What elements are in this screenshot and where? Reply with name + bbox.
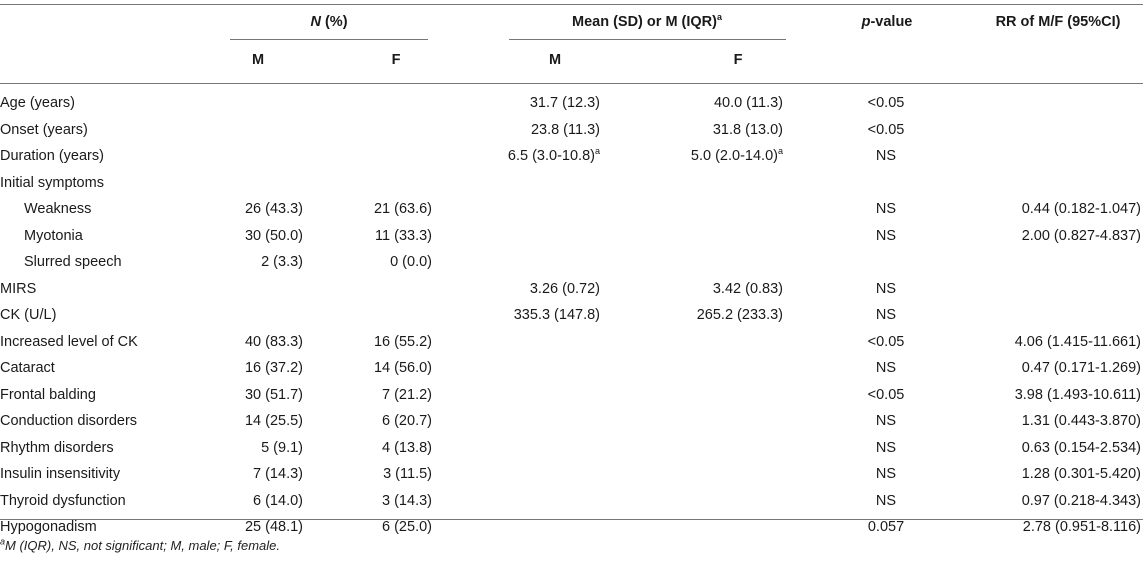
header-n-f: F xyxy=(391,52,401,68)
row-label: Age (years) xyxy=(0,95,75,111)
row-label: MIRS xyxy=(0,281,37,297)
p-value-cell: NS xyxy=(875,360,897,376)
row-label: Initial symptoms xyxy=(0,175,104,191)
mean-male-cell: 335.3 (147.8) xyxy=(513,307,600,323)
p-value-cell: NS xyxy=(875,493,897,509)
mean-male-cell: 6.5 (3.0-10.8)a xyxy=(507,146,600,164)
row-label: Increased level of CK xyxy=(0,334,138,350)
p-value-cell: NS xyxy=(875,228,897,244)
n-female-cell: 21 (63.6) xyxy=(373,201,432,217)
top-rule xyxy=(0,4,1143,5)
n-male-cell: 5 (9.1) xyxy=(261,440,303,456)
n-female-cell: 4 (13.8) xyxy=(382,440,432,456)
p-value-cell: <0.05 xyxy=(867,95,905,111)
n-male-cell: 7 (14.3) xyxy=(253,466,303,482)
mean-female-cell: 5.0 (2.0-14.0)a xyxy=(690,146,783,164)
rr-cell: 0.63 (0.154-2.534) xyxy=(1021,440,1141,456)
n-female-cell: 0 (0.0) xyxy=(390,254,432,270)
header-mean-sd: Mean (SD) or M (IQR)a xyxy=(571,12,723,30)
row-label: Conduction disorders xyxy=(0,413,138,429)
p-value-cell: NS xyxy=(875,413,897,429)
rr-cell: 2.78 (0.951-8.116) xyxy=(1022,519,1141,535)
n-female-cell: 7 (21.2) xyxy=(382,387,432,403)
n-male-cell: 6 (14.0) xyxy=(253,493,303,509)
header-mean-m: M xyxy=(548,52,562,68)
p-value-cell: <0.05 xyxy=(867,122,905,138)
row-label: Frontal balding xyxy=(0,387,96,403)
n-male-cell: 30 (51.7) xyxy=(244,387,303,403)
n-female-cell: 3 (14.3) xyxy=(382,493,432,509)
mean-male-cell: 31.7 (12.3) xyxy=(529,95,600,111)
header-bottom-rule xyxy=(0,83,1143,84)
row-label: CK (U/L) xyxy=(0,307,57,323)
p-value-cell: NS xyxy=(875,466,897,482)
mean-female-cell: 31.8 (13.0) xyxy=(712,122,783,138)
row-label: Thyroid dysfunction xyxy=(0,493,126,509)
mean-male-cell: 23.8 (11.3) xyxy=(530,122,600,138)
p-value-cell: <0.05 xyxy=(867,334,905,350)
p-value-cell: NS xyxy=(875,440,897,456)
row-label: Myotonia xyxy=(24,228,83,244)
header-n-percent: N (%) xyxy=(310,14,348,30)
header-n-m: M xyxy=(251,52,265,68)
header-rr: RR of M/F (95%CI) xyxy=(995,14,1121,30)
rr-cell: 0.47 (0.171-1.269) xyxy=(1021,360,1141,376)
n-female-cell: 3 (11.5) xyxy=(383,466,432,482)
n-male-cell: 25 (48.1) xyxy=(244,519,303,535)
p-value-cell: NS xyxy=(875,281,897,297)
rr-cell: 4.06 (1.415-11.661) xyxy=(1014,334,1141,350)
rr-cell: 1.31 (0.443-3.870) xyxy=(1021,413,1141,429)
row-label: Slurred speech xyxy=(24,254,122,270)
mean-female-cell: 40.0 (11.3) xyxy=(713,95,783,111)
rr-cell: 0.44 (0.182-1.047) xyxy=(1021,201,1141,217)
row-label: Insulin insensitivity xyxy=(0,466,121,482)
p-value-cell: 0.057 xyxy=(867,519,905,535)
mean-female-cell: 3.42 (0.83) xyxy=(712,281,783,297)
rr-cell: 2.00 (0.827-4.837) xyxy=(1021,228,1141,244)
row-label: Onset (years) xyxy=(0,122,88,138)
n-male-cell: 30 (50.0) xyxy=(244,228,303,244)
p-value-cell: NS xyxy=(875,148,897,164)
rr-cell: 0.97 (0.218-4.343) xyxy=(1021,493,1141,509)
mean-female-cell: 265.2 (233.3) xyxy=(696,307,783,323)
header-mean-f: F xyxy=(733,52,743,68)
row-label: Hypogonadism xyxy=(0,519,97,535)
n-male-cell: 14 (25.5) xyxy=(244,413,303,429)
n-female-cell: 11 (33.3) xyxy=(375,228,432,244)
n-male-cell: 26 (43.3) xyxy=(244,201,303,217)
mean-male-cell: 3.26 (0.72) xyxy=(529,281,600,297)
rr-cell: 1.28 (0.301-5.420) xyxy=(1021,466,1141,482)
footnote: aM (IQR), NS, not significant; M, male; … xyxy=(0,536,281,553)
mean-group-underline xyxy=(509,39,786,40)
p-value-cell: NS xyxy=(875,201,897,217)
n-group-underline xyxy=(230,39,428,40)
row-label: Weakness xyxy=(24,201,92,217)
header-p-value: p-value xyxy=(861,14,913,30)
n-female-cell: 6 (25.0) xyxy=(382,519,432,535)
n-male-cell: 16 (37.2) xyxy=(244,360,303,376)
row-label: Rhythm disorders xyxy=(0,440,114,456)
p-value-cell: NS xyxy=(875,307,897,323)
row-label: Cataract xyxy=(0,360,55,376)
row-label: Duration (years) xyxy=(0,148,104,164)
n-female-cell: 6 (20.7) xyxy=(382,413,432,429)
n-male-cell: 40 (83.3) xyxy=(244,334,303,350)
n-female-cell: 16 (55.2) xyxy=(373,334,432,350)
n-male-cell: 2 (3.3) xyxy=(261,254,303,270)
rr-cell: 3.98 (1.493-10.611) xyxy=(1014,387,1141,403)
body-bottom-rule xyxy=(0,519,1143,520)
n-female-cell: 14 (56.0) xyxy=(373,360,432,376)
p-value-cell: <0.05 xyxy=(867,387,905,403)
